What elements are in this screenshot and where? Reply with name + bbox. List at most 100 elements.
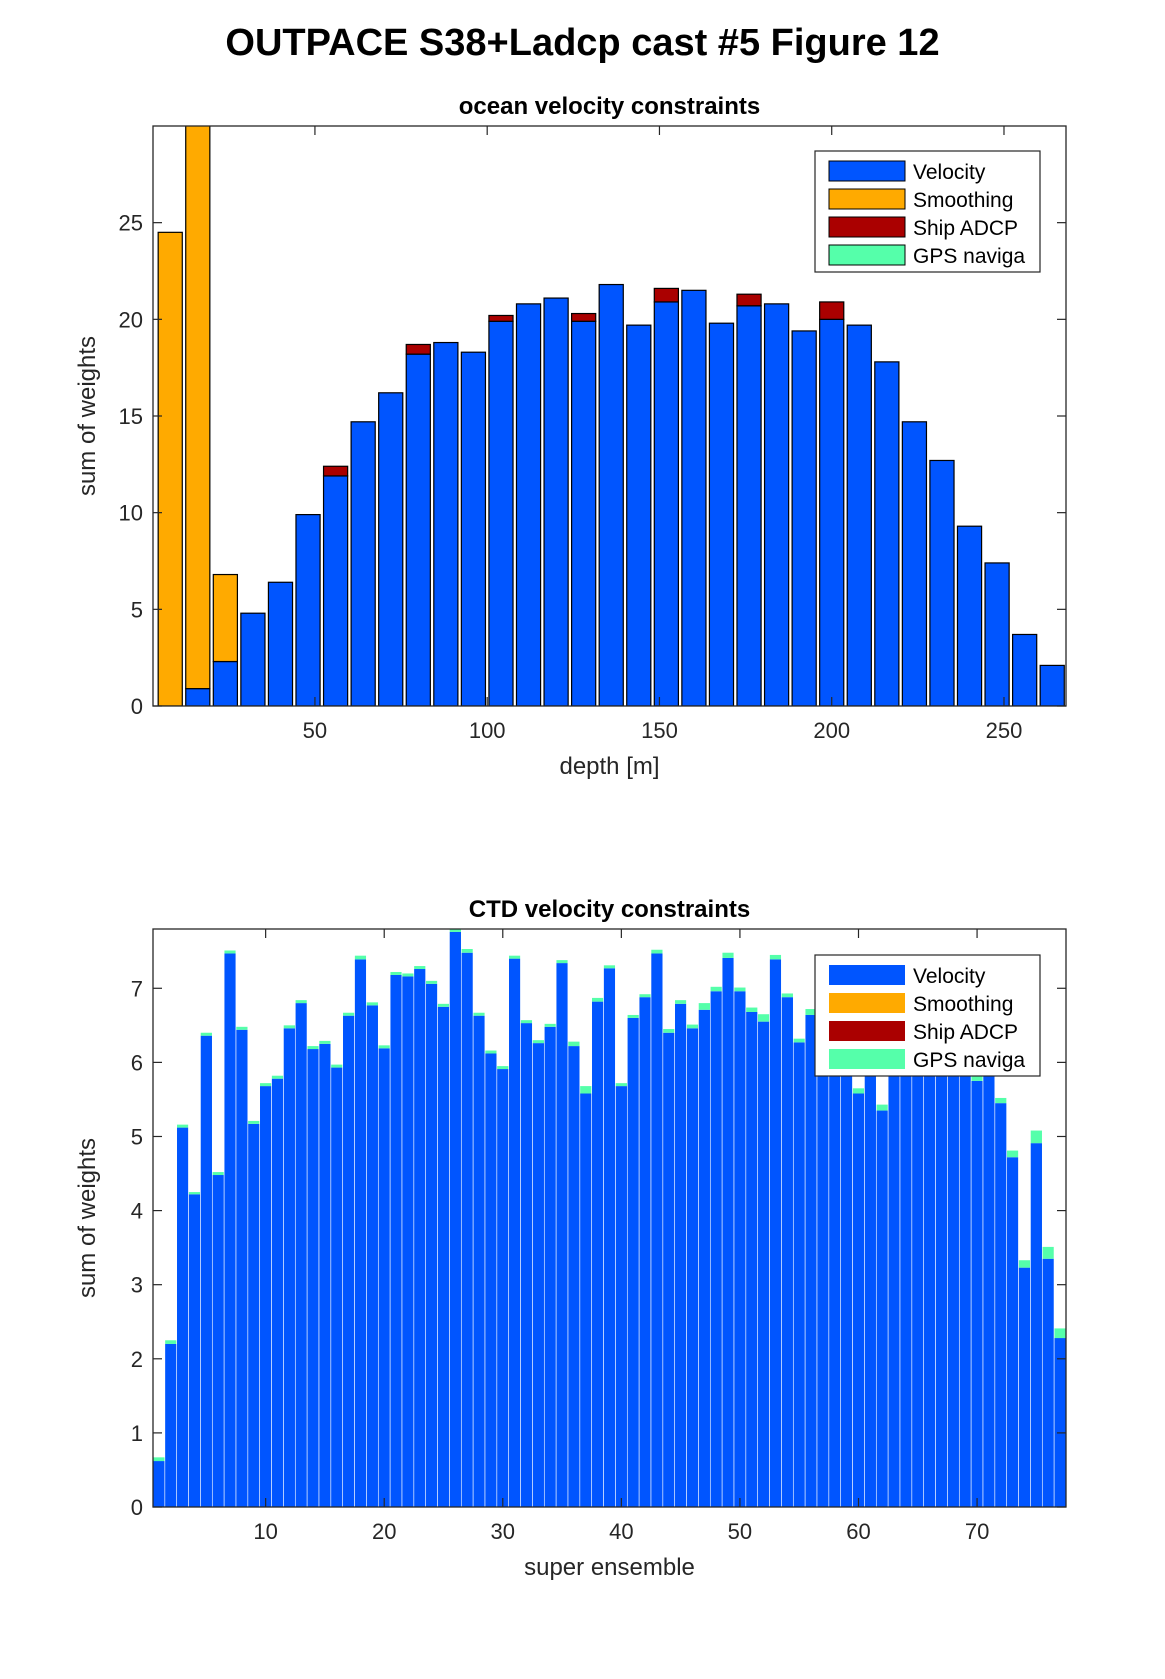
bar-gps-naviga-14 [307,1046,319,1050]
bar-velocity-20 [378,1048,390,1507]
bar-gps-naviga-27 [461,949,473,953]
bar-gps-naviga-2 [165,1340,177,1344]
legend-swatch-ship-adcp [829,1021,905,1041]
bar-velocity-11 [433,341,459,706]
bar-velocity-34 [544,1026,556,1507]
bar-gps-naviga-29 [485,1050,497,1054]
bar-smoothing-3 [212,573,239,663]
bar-velocity-68 [947,1058,959,1507]
legend-label: Smoothing [913,993,1013,1016]
bar-gps-naviga-43 [651,949,663,954]
bar-velocity-31 [509,958,521,1507]
y-tick-label: 25 [119,211,143,236]
legend-swatch-velocity [829,965,905,985]
bar-velocity-50 [734,991,746,1507]
bar-velocity-47 [698,1009,710,1507]
x-tick-label: 30 [491,1519,515,1544]
bar-velocity-13 [295,1003,307,1507]
bar-gps-naviga-5 [200,1032,212,1036]
bar-velocity-3 [177,1127,189,1507]
bar-gps-naviga-22 [402,973,414,977]
bar-velocity-14 [515,303,542,706]
legend: Velocity Smoothing Ship ADCP GPS naviga [814,150,1041,273]
bar-gps-naviga-34 [544,1023,556,1027]
chart-1: 50 100 150 200 250 0 5 10 15 20 25 ocean velocity c… [74,93,1067,780]
legend: Velocity Smoothing Ship ADCP GPS naviga [814,954,1041,1077]
y-tick-label: 2 [131,1347,143,1372]
bar-gps-naviga-28 [473,1012,485,1016]
bar-gps-naviga-40 [615,1083,627,1087]
bar-gps-naviga-47 [698,1003,710,1010]
bar-gps-naviga-74 [1018,1260,1031,1268]
bar-gps-naviga-51 [746,1007,758,1012]
bar-gps-naviga-54 [781,993,793,998]
x-tick-label: 20 [372,1519,396,1544]
bar-velocity-14 [307,1049,319,1507]
y-tick-label: 6 [131,1050,143,1075]
y-tick-label: 3 [131,1273,143,1298]
bar-velocity-69 [959,1063,971,1507]
bar-gps-naviga-25 [437,1003,450,1007]
bar-velocity-41 [627,1017,639,1507]
bar-velocity-57 [817,1057,829,1507]
x-axis-label: depth [m] [559,753,659,780]
bar-gps-naviga-37 [580,1086,592,1094]
bar-velocity-25 [819,318,845,706]
bar-velocity-36 [568,1046,580,1507]
y-tick-label: 20 [119,307,143,332]
bar-gps-naviga-49 [722,952,734,958]
bar-velocity-55 [793,1042,805,1507]
bar-velocity-29 [929,459,955,706]
bar-velocity-18 [354,959,367,1507]
x-tick-label: 40 [609,1519,633,1544]
y-tick-label: 0 [131,694,143,719]
bar-gps-naviga-31 [509,955,521,959]
y-tick-label: 10 [119,501,143,526]
chart-title: CTD velocity constraints [469,896,750,923]
bar-velocity-15 [319,1043,331,1507]
bar-gps-naviga-70 [971,1074,983,1081]
bar-velocity-71 [983,1067,995,1507]
bar-gps-naviga-62 [876,1104,888,1111]
bar-velocity-15 [543,297,569,706]
chart-title: ocean velocity constraints [459,93,760,120]
bar-velocity-22 [736,305,762,706]
bar-velocity-7 [322,475,349,706]
bar-velocity-1 [153,1461,165,1507]
bar-gps-naviga-30 [497,1066,509,1070]
bar-ship-adcp-16 [571,312,597,322]
bar-velocity-21 [390,974,402,1507]
bar-gps-naviga-73 [1007,1150,1019,1158]
bar-velocity-63 [888,1063,900,1507]
bar-gps-naviga-60 [852,1088,865,1094]
bar-gps-naviga-32 [520,1020,533,1024]
bar-velocity-32 [1011,633,1038,706]
bar-velocity-28 [473,1015,485,1507]
bar-velocity-62 [876,1110,888,1507]
bar-velocity-21 [708,322,735,706]
bar-velocity-24 [426,983,438,1507]
bar-gps-naviga-45 [675,1000,687,1004]
bar-velocity-30 [497,1069,509,1507]
bar-velocity-76 [1042,1258,1054,1507]
bar-velocity-46 [686,1028,699,1507]
axes-box [152,928,1067,1508]
bar-velocity-26 [846,324,872,706]
bar-ship-adcp-7 [322,465,349,477]
bar-gps-naviga-42 [639,994,651,998]
y-tick-label: 1 [131,1421,143,1446]
bar-velocity-5 [267,581,294,706]
legend-label: GPS naviga [913,1049,1025,1072]
bar-velocity-24 [791,330,817,706]
bar-velocity-54 [781,997,793,1507]
bar-velocity-12 [283,1028,295,1507]
bar-gps-naviga-21 [390,971,402,975]
bar-gps-naviga-35 [556,960,568,964]
bar-velocity-48 [710,991,722,1507]
bar-velocity-53 [769,959,782,1507]
bar-velocity-12 [460,351,487,706]
bar-gps-naviga-75 [1030,1130,1042,1144]
bar-gps-naviga-39 [603,965,616,969]
bar-velocity-6 [212,1175,224,1507]
